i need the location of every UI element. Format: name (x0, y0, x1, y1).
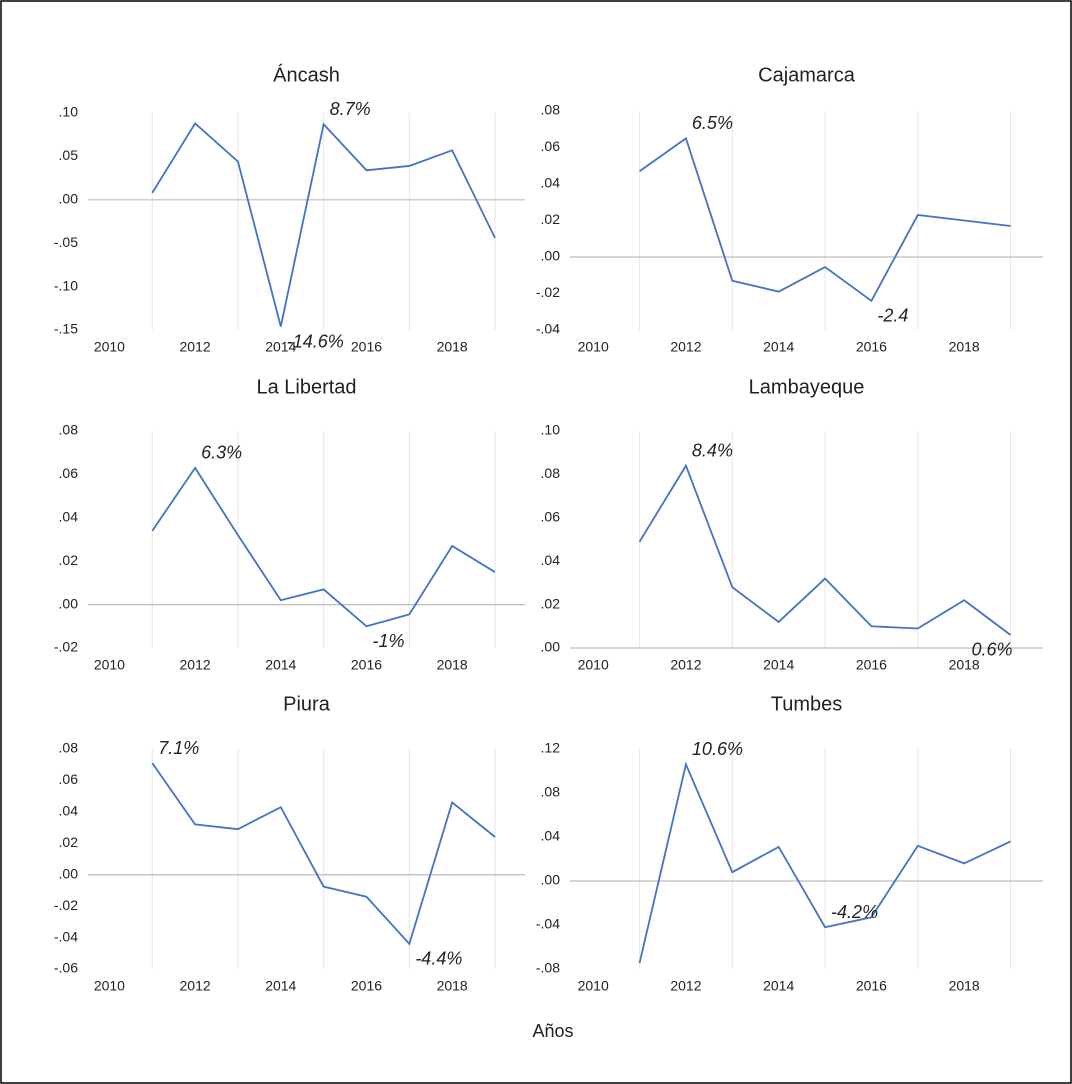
x-tick-label: 2014 (265, 339, 296, 355)
x-tick-label: 2014 (265, 657, 296, 673)
data-label: -14.6% (287, 331, 344, 351)
y-tick-label: .02 (541, 595, 561, 611)
y-tick-label: .00 (59, 191, 79, 207)
y-tick-label: -.02 (54, 897, 78, 913)
y-tick-label: -.10 (54, 277, 78, 293)
y-tick-label: .00 (59, 865, 79, 881)
y-tick-label: -.15 (54, 321, 78, 337)
x-tick-label: 2012 (180, 339, 211, 355)
x-tick-label: 2010 (94, 978, 125, 994)
x-tick-label: 2012 (670, 657, 701, 673)
y-tick-label: .10 (541, 422, 561, 438)
chart-title: Tumbes (771, 693, 843, 715)
x-tick-label: 2014 (763, 339, 794, 355)
data-label: -2.4 (877, 306, 908, 326)
x-axis-label: Años (532, 1021, 573, 1041)
data-label: 0.6% (972, 640, 1013, 660)
x-tick-label: 2016 (351, 657, 382, 673)
series-line (151, 122, 496, 327)
data-label: -4.2% (831, 902, 878, 922)
x-tick-label: 2018 (437, 978, 468, 994)
y-tick-label: .08 (59, 740, 79, 756)
x-tick-label: 2018 (437, 339, 468, 355)
y-tick-label: -.08 (536, 960, 560, 976)
series-line (638, 463, 1012, 636)
y-tick-label: .12 (541, 740, 561, 756)
x-tick-label: 2016 (351, 339, 382, 355)
y-tick-label: .04 (59, 509, 79, 525)
data-label: 6.5% (692, 113, 733, 133)
data-label: 6.3% (201, 443, 242, 463)
x-tick-label: 2018 (949, 978, 980, 994)
x-tick-label: 2012 (670, 978, 701, 994)
x-tick-label: 2014 (265, 978, 296, 994)
x-tick-label: 2016 (351, 978, 382, 994)
y-tick-label: .00 (541, 639, 561, 655)
x-tick-label: 2014 (763, 978, 794, 994)
data-label: 10.6% (692, 739, 743, 759)
y-tick-label: .10 (59, 104, 79, 120)
x-tick-label: 2012 (180, 978, 211, 994)
x-tick-label: 2018 (949, 657, 980, 673)
y-tick-label: .06 (59, 771, 79, 787)
x-tick-label: 2012 (180, 657, 211, 673)
y-tick-label: .08 (59, 422, 79, 438)
x-tick-label: 2018 (949, 339, 980, 355)
y-tick-label: .08 (541, 465, 561, 481)
x-tick-label: 2016 (856, 339, 887, 355)
y-tick-label: .06 (541, 138, 561, 154)
chart-title: Áncash (273, 63, 340, 86)
x-tick-label: 2010 (578, 657, 609, 673)
series-line (638, 761, 1011, 964)
y-tick-label: .04 (541, 828, 561, 844)
y-tick-label: -.04 (536, 916, 560, 932)
y-tick-label: -.05 (54, 234, 78, 250)
series-line (151, 466, 496, 628)
x-tick-label: 2014 (763, 657, 794, 673)
x-tick-label: 2016 (856, 657, 887, 673)
y-tick-label: .06 (541, 509, 561, 525)
y-tick-label: -.02 (54, 639, 78, 655)
data-label: -1% (372, 631, 404, 651)
chart-title: Lambayeque (749, 376, 865, 398)
chart-title: Piura (283, 693, 331, 715)
y-tick-label: -.04 (54, 928, 78, 944)
y-tick-label: -.04 (536, 321, 560, 337)
y-tick-label: .04 (541, 175, 561, 191)
x-tick-label: 2012 (670, 339, 701, 355)
y-tick-label: .00 (541, 248, 561, 264)
x-tick-label: 2018 (437, 657, 468, 673)
y-tick-label: .02 (59, 834, 79, 850)
x-tick-label: 2016 (856, 978, 887, 994)
y-tick-label: .06 (59, 465, 79, 481)
x-tick-label: 2010 (578, 978, 609, 994)
y-tick-label: -.06 (54, 960, 78, 976)
data-label: -4.4% (415, 949, 462, 969)
y-tick-label: .02 (541, 211, 561, 227)
y-tick-label: .00 (541, 872, 561, 888)
series-line (151, 762, 496, 946)
data-label: 8.4% (692, 440, 733, 460)
x-tick-label: 2010 (94, 339, 125, 355)
series-line (639, 136, 1011, 303)
y-tick-label: -.02 (536, 284, 560, 300)
chart-title: Cajamarca (758, 64, 856, 86)
data-label: 7.1% (158, 738, 199, 758)
y-tick-label: .02 (59, 552, 79, 568)
y-tick-label: .08 (541, 784, 561, 800)
y-tick-label: .04 (541, 552, 561, 568)
y-tick-label: .00 (59, 595, 79, 611)
data-label: 8.7% (330, 99, 371, 119)
y-tick-label: .05 (59, 147, 79, 163)
x-tick-label: 2010 (578, 339, 609, 355)
chart-title: La Libertad (256, 376, 356, 398)
y-tick-label: .08 (541, 102, 561, 118)
y-tick-label: .04 (59, 803, 79, 819)
x-tick-label: 2010 (94, 657, 125, 673)
